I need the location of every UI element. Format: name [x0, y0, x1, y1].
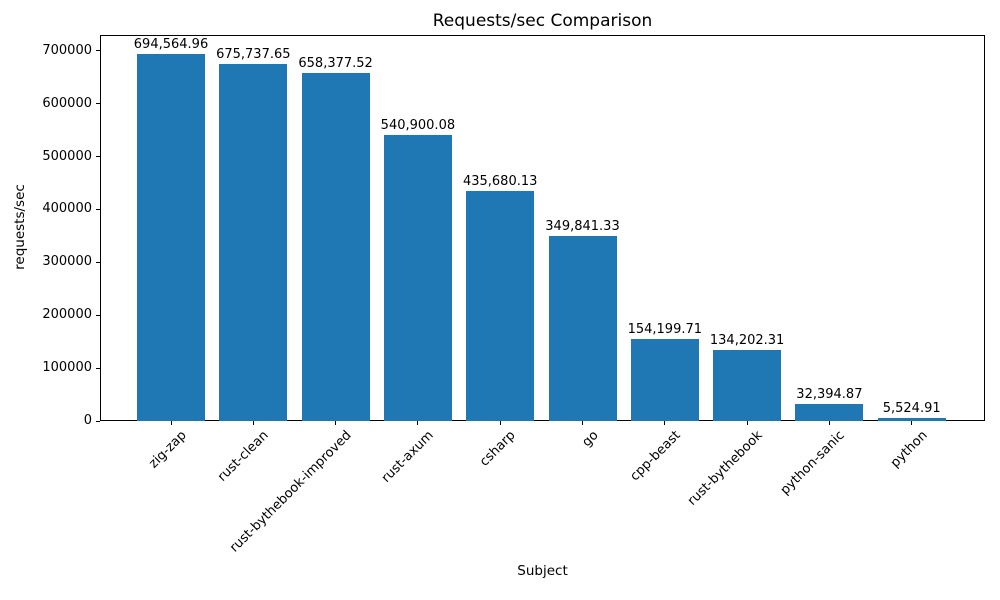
y-tick-label: 300000 [42, 254, 92, 270]
bar-value-label: 540,900.08 [380, 117, 456, 133]
y-axis-label: requests/sec [12, 184, 28, 270]
bar-value-label: 5,524.91 [882, 401, 941, 417]
y-tick-label: 200000 [42, 307, 92, 323]
bar-cpp-beast [630, 339, 699, 421]
x-tick-mark [499, 421, 501, 425]
x-tick-mark [170, 421, 172, 425]
bar-value-label: 675,737.65 [216, 46, 291, 62]
x-tick-mark [417, 421, 419, 425]
bar-go [548, 236, 617, 421]
x-tick-mark [828, 421, 830, 425]
x-tick-mark [911, 421, 913, 425]
bar-value-label: 435,680.13 [462, 173, 538, 189]
y-tick-label: 500000 [42, 148, 92, 164]
bar-rust-axum [383, 134, 452, 421]
x-axis-label: Subject [517, 563, 568, 579]
x-tick-mark [746, 421, 748, 425]
x-tick-mark [664, 421, 666, 425]
bar-value-label: 658,377.52 [298, 55, 373, 71]
y-tick-label: 0 [83, 413, 92, 428]
bar-python [877, 418, 946, 421]
y-tick-label: 700000 [42, 42, 92, 58]
bar-value-label: 32,394.87 [796, 386, 863, 402]
bar-rust-bythebook-improved [301, 72, 370, 421]
bar-python-sanic [795, 403, 864, 421]
y-tick-mark [96, 261, 100, 263]
y-tick-mark [96, 50, 100, 52]
bar-value-label: 134,202.31 [709, 333, 785, 349]
bar-csharp [466, 190, 535, 421]
x-tick-mark [582, 421, 583, 425]
y-tick-mark [96, 420, 100, 422]
y-tick-mark [96, 314, 100, 316]
y-tick-mark [96, 367, 100, 369]
y-tick-label: 400000 [42, 201, 92, 217]
y-tick-label: 100000 [42, 360, 92, 376]
bar-value-label: 154,199.71 [627, 322, 703, 338]
bar-value-label: 349,841.33 [545, 219, 620, 234]
x-tick-mark [335, 421, 337, 425]
bar-value-label: 694,564.96 [133, 36, 209, 52]
chart-title: Requests/sec Comparison [432, 11, 653, 31]
y-tick-mark [96, 103, 100, 105]
bar-rust-bythebook [713, 350, 782, 421]
bar-rust-clean [219, 63, 288, 421]
y-tick-mark [96, 156, 100, 158]
y-tick-label: 600000 [42, 95, 92, 111]
x-tick-mark [252, 421, 254, 425]
y-tick-mark [96, 208, 100, 210]
bar-zig-zap [137, 53, 205, 421]
